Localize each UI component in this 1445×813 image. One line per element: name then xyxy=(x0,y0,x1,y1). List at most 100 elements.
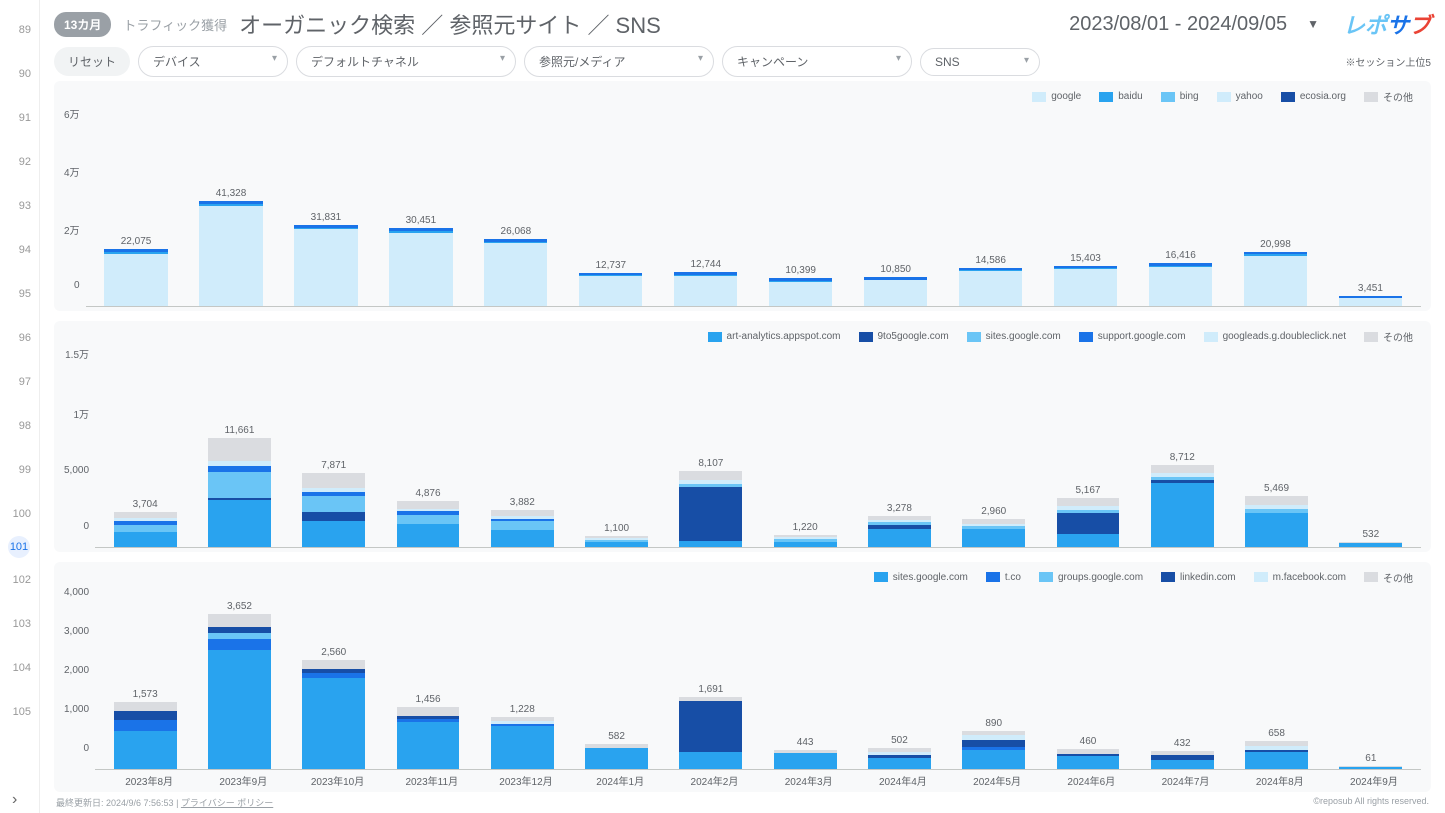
bar-segment xyxy=(208,472,271,498)
expand-icon[interactable]: › xyxy=(12,791,17,809)
bar-group[interactable]: 11,661 xyxy=(193,425,285,547)
bar-group[interactable]: 3,451 xyxy=(1324,283,1417,307)
bar-group[interactable]: 8,107 xyxy=(665,458,757,547)
reset-button[interactable]: リセット xyxy=(54,47,130,76)
legend-item[interactable]: bing xyxy=(1161,89,1199,104)
bar-group[interactable]: 30,451 xyxy=(374,215,467,306)
filter-campaign[interactable]: キャンペーン xyxy=(722,46,912,77)
bar-group[interactable]: 14,586 xyxy=(944,255,1037,306)
filter-device[interactable]: デバイス xyxy=(138,46,288,77)
bar-group[interactable]: 31,831 xyxy=(279,212,372,307)
legend-item[interactable]: baidu xyxy=(1099,89,1142,104)
bar-group[interactable]: 532 xyxy=(1325,529,1417,547)
bar-group[interactable]: 5,469 xyxy=(1230,483,1322,547)
bar-group[interactable]: 3,652 xyxy=(193,601,285,769)
legend-label: ecosia.org xyxy=(1300,91,1346,102)
legend-label: yahoo xyxy=(1236,91,1263,102)
bar-group[interactable]: 10,850 xyxy=(849,264,942,306)
legend-item[interactable]: support.google.com xyxy=(1079,329,1186,344)
legend-item[interactable]: art-analytics.appspot.com xyxy=(708,329,841,344)
legend-item[interactable]: その他 xyxy=(1364,89,1413,104)
filter-sns[interactable]: SNS xyxy=(920,48,1040,76)
bar-group[interactable]: 443 xyxy=(759,737,851,769)
legend-item[interactable]: その他 xyxy=(1364,329,1413,344)
legend-item[interactable]: googleads.g.doubleclick.net xyxy=(1204,329,1346,344)
legend-item[interactable]: sites.google.com xyxy=(874,570,968,585)
line-number[interactable]: 89 xyxy=(0,8,39,52)
bar-group[interactable]: 1,228 xyxy=(476,704,568,769)
bar-value-label: 432 xyxy=(1174,738,1191,749)
bar-group[interactable]: 582 xyxy=(570,731,662,769)
footer: 最終更新日: 2024/9/6 7:56:53 | プライバシー ポリシー ©r… xyxy=(54,792,1431,813)
bar-segment xyxy=(1151,760,1214,769)
line-number[interactable]: 92 xyxy=(0,140,39,184)
legend-item[interactable]: linkedin.com xyxy=(1161,570,1236,585)
bar-group[interactable]: 16,416 xyxy=(1134,250,1227,306)
line-number[interactable]: 98 xyxy=(0,404,39,448)
date-range[interactable]: 2023/08/01 - 2024/09/05 xyxy=(1069,13,1287,36)
page-title: オーガニック検索 ／ 参照元サイト ／ SNS xyxy=(239,8,1057,40)
line-number[interactable]: 95 xyxy=(0,272,39,316)
bar-group[interactable]: 658 xyxy=(1230,728,1322,769)
bar-group[interactable]: 3,278 xyxy=(853,503,945,547)
bar-group[interactable]: 7,871 xyxy=(288,460,380,546)
bar-group[interactable]: 20,998 xyxy=(1229,239,1322,306)
bar-group[interactable]: 502 xyxy=(853,735,945,769)
bar-group[interactable]: 8,712 xyxy=(1136,452,1228,546)
bar-value-label: 3,882 xyxy=(510,497,535,508)
bar-group[interactable]: 2,560 xyxy=(288,647,380,769)
bar-group[interactable]: 890 xyxy=(948,718,1040,769)
bar-group[interactable]: 3,882 xyxy=(476,497,568,546)
legend-item[interactable]: その他 xyxy=(1364,570,1413,585)
bar-group[interactable]: 432 xyxy=(1136,738,1228,769)
line-number[interactable]: 94 xyxy=(0,228,39,272)
bar-group[interactable]: 460 xyxy=(1042,736,1134,769)
bar-group[interactable]: 5,167 xyxy=(1042,485,1134,546)
legend-item[interactable]: 9to5google.com xyxy=(859,329,949,344)
bar-group[interactable]: 12,744 xyxy=(659,259,752,306)
bar-group[interactable]: 22,075 xyxy=(90,236,183,306)
legend-item[interactable]: sites.google.com xyxy=(967,329,1061,344)
legend-label: art-analytics.appspot.com xyxy=(727,331,841,342)
bar-group[interactable]: 12,737 xyxy=(564,260,657,307)
bar-group[interactable]: 1,100 xyxy=(570,523,662,546)
bar-group[interactable]: 41,328 xyxy=(185,188,278,306)
line-number[interactable]: 102 xyxy=(0,558,39,602)
bar-group[interactable]: 1,220 xyxy=(759,522,851,546)
legend-item[interactable]: t.co xyxy=(986,570,1021,585)
line-number[interactable]: 101 xyxy=(8,536,30,558)
legend-swatch xyxy=(967,332,981,342)
legend-item[interactable]: m.facebook.com xyxy=(1254,570,1346,585)
line-number[interactable]: 91 xyxy=(0,96,39,140)
legend-item[interactable]: groups.google.com xyxy=(1039,570,1143,585)
date-dropdown-icon[interactable]: ▼ xyxy=(1307,17,1319,31)
privacy-link[interactable]: プライバシー ポリシー xyxy=(181,798,273,808)
bar-group[interactable]: 1,456 xyxy=(382,694,474,769)
filter-channel[interactable]: デフォルトチャネル xyxy=(296,46,516,77)
bar-group[interactable]: 1,573 xyxy=(99,689,191,769)
bar-segment xyxy=(491,530,554,547)
legend-item[interactable]: google xyxy=(1032,89,1081,104)
bar-stack xyxy=(959,270,1022,306)
line-number[interactable]: 100 xyxy=(0,492,39,536)
bar-group[interactable]: 4,876 xyxy=(382,488,474,546)
line-number[interactable]: 93 xyxy=(0,184,39,228)
legend-item[interactable]: yahoo xyxy=(1217,89,1263,104)
line-number[interactable]: 103 xyxy=(0,602,39,646)
bar-group[interactable]: 10,399 xyxy=(754,265,847,306)
line-number[interactable]: 105 xyxy=(0,690,39,734)
bar-group[interactable]: 26,068 xyxy=(469,226,562,306)
bar-group[interactable]: 3,704 xyxy=(99,499,191,547)
line-number[interactable]: 99 xyxy=(0,448,39,492)
bar-group[interactable]: 2,960 xyxy=(948,506,1040,547)
bar-group[interactable]: 15,403 xyxy=(1039,253,1132,307)
legend-item[interactable]: ecosia.org xyxy=(1281,89,1346,104)
legend-label: support.google.com xyxy=(1098,331,1186,342)
line-number[interactable]: 90 xyxy=(0,52,39,96)
bar-group[interactable]: 61 xyxy=(1325,753,1417,769)
bar-group[interactable]: 1,691 xyxy=(665,684,757,769)
line-number[interactable]: 104 xyxy=(0,646,39,690)
filter-source-media[interactable]: 参照元/メディア xyxy=(524,46,714,77)
line-number[interactable]: 97 xyxy=(0,360,39,404)
line-number[interactable]: 96 xyxy=(0,316,39,360)
